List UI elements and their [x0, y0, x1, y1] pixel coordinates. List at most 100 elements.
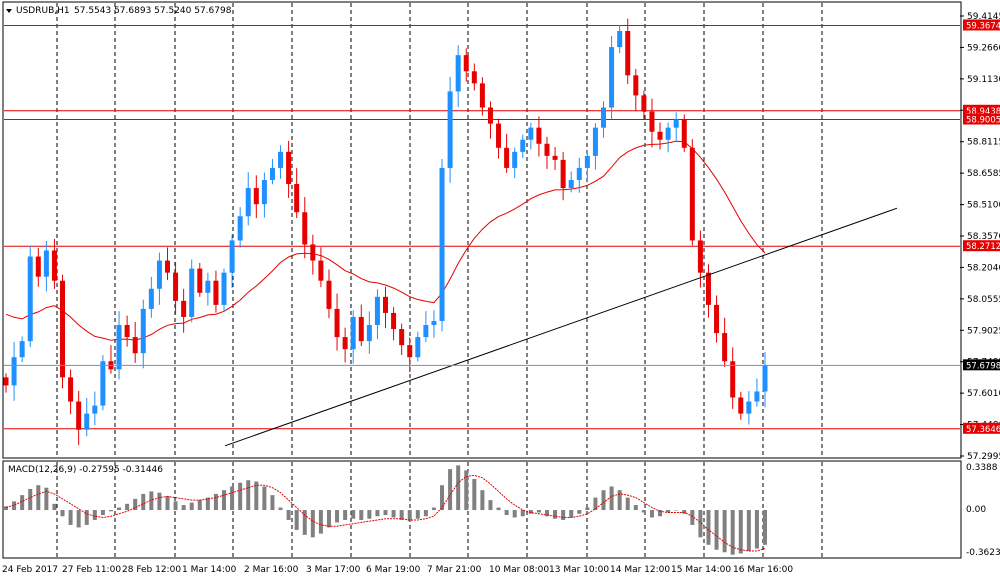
candle-body — [334, 308, 340, 338]
macd-scale-bottom: -0.36239 — [966, 548, 1000, 558]
macd-bar — [423, 510, 428, 517]
candle-body — [568, 180, 574, 189]
candle-body — [148, 288, 154, 309]
level-tag-label: 59.3674 — [966, 21, 1000, 31]
macd-bar — [310, 510, 315, 538]
candle-body — [261, 180, 267, 205]
price-tick-label: 59.1130 — [967, 75, 1000, 85]
candle-body — [391, 312, 397, 330]
candle-body — [528, 127, 534, 140]
candle-body — [116, 325, 122, 370]
ohlc-readout: 57.5543 57.6893 57.5240 57.6798 — [74, 6, 232, 16]
candle-body — [51, 250, 57, 281]
time-tick-label: 14 Mar 12:00 — [610, 565, 670, 575]
candle-body — [479, 83, 485, 108]
candle-body — [326, 280, 332, 309]
time-tick-label: 16 Mar 16:00 — [733, 565, 793, 575]
candle-body — [762, 365, 768, 392]
macd-bar — [44, 487, 49, 511]
macd-scale-top: 0.3388 — [966, 463, 998, 473]
time-tick-label: 2 Mar 16:00 — [244, 565, 299, 575]
macd-bar — [326, 510, 331, 528]
macd-bar — [238, 482, 243, 511]
candle-body — [746, 401, 752, 414]
macd-bar — [133, 498, 138, 511]
macd-bar — [536, 510, 541, 513]
price-tick-label: 57.2995 — [967, 452, 1000, 462]
candle-body — [487, 107, 493, 124]
candle-body — [245, 188, 251, 217]
macd-bar — [754, 510, 759, 549]
macd-bar — [698, 510, 703, 538]
candle-body — [584, 155, 590, 168]
macd-bar — [343, 510, 348, 520]
macd-bar — [593, 497, 598, 511]
candle-body — [544, 143, 550, 156]
chevron-down-icon[interactable] — [6, 9, 12, 13]
level-tag — [963, 422, 1000, 434]
macd-bar — [496, 507, 501, 511]
level-tag-label: 58.2712 — [966, 242, 1000, 252]
macd-bar — [20, 495, 25, 511]
candle-body — [447, 91, 453, 168]
time-axis: 24 Feb 2017 27 Feb 11:00 28 Feb 12:00 1 Mar… — [2, 565, 793, 575]
symbol-label: USDRUB,H1 — [16, 6, 70, 16]
macd-histogram — [4, 465, 767, 555]
macd-signal-line — [5, 474, 766, 552]
macd-bar — [658, 510, 663, 517]
macd-bar — [504, 510, 509, 515]
chart-header: USDRUB,H1 57.5543 57.6893 57.5240 57.679… — [6, 6, 232, 16]
candle-body — [229, 240, 235, 273]
macd-scale-zero: 0.00 — [966, 505, 986, 515]
level-tag — [963, 113, 1000, 125]
candle-body — [181, 300, 187, 317]
macd-bar — [585, 507, 590, 511]
macd-bar — [625, 497, 630, 511]
macd-bar — [294, 510, 299, 530]
price-tick-label: 57.6010 — [967, 389, 1000, 399]
macd-bar — [722, 510, 727, 553]
time-tick-label: 27 Feb 11:00 — [62, 565, 121, 575]
macd-bar — [165, 496, 170, 511]
candle-body — [294, 184, 300, 213]
macd-bar — [714, 510, 719, 550]
candle-body — [124, 325, 130, 338]
macd-bar — [52, 503, 57, 511]
trendline[interactable] — [224, 207, 898, 447]
candle-body — [286, 151, 292, 185]
macd-bar — [351, 510, 356, 519]
candle-body — [399, 329, 405, 346]
macd-bar — [375, 510, 380, 517]
candle-body — [237, 216, 243, 241]
macd-bar — [456, 465, 461, 511]
macd-bar — [746, 510, 751, 551]
macd-bar — [577, 510, 582, 514]
macd-bar — [464, 470, 469, 511]
macd-bar — [84, 510, 89, 525]
macd-bar — [448, 469, 453, 511]
macd-scale: 0.3388 0.00 -0.36239 — [966, 463, 1000, 558]
candle-body — [714, 304, 720, 334]
candle-body — [415, 337, 421, 358]
candle-body — [310, 244, 316, 261]
moving-average-line — [5, 140, 766, 341]
candle-body — [11, 357, 17, 386]
macd-signal — [5, 474, 766, 552]
candle-body — [560, 159, 566, 189]
candle-body — [140, 308, 146, 354]
macd-bar — [246, 480, 251, 511]
candle-body — [512, 151, 518, 168]
support-trendline[interactable] — [224, 207, 898, 447]
candle-body — [374, 296, 380, 326]
macd-bar — [682, 510, 687, 514]
price-tick-label: 58.3570 — [967, 232, 1000, 242]
macd-bar — [189, 502, 194, 511]
candle-body — [552, 155, 558, 160]
candle-body — [173, 272, 179, 301]
candle-body — [164, 260, 170, 273]
macd-label: MACD(12,26,9) -0.27595 -0.31446 — [8, 465, 163, 475]
candle-body — [609, 47, 615, 108]
